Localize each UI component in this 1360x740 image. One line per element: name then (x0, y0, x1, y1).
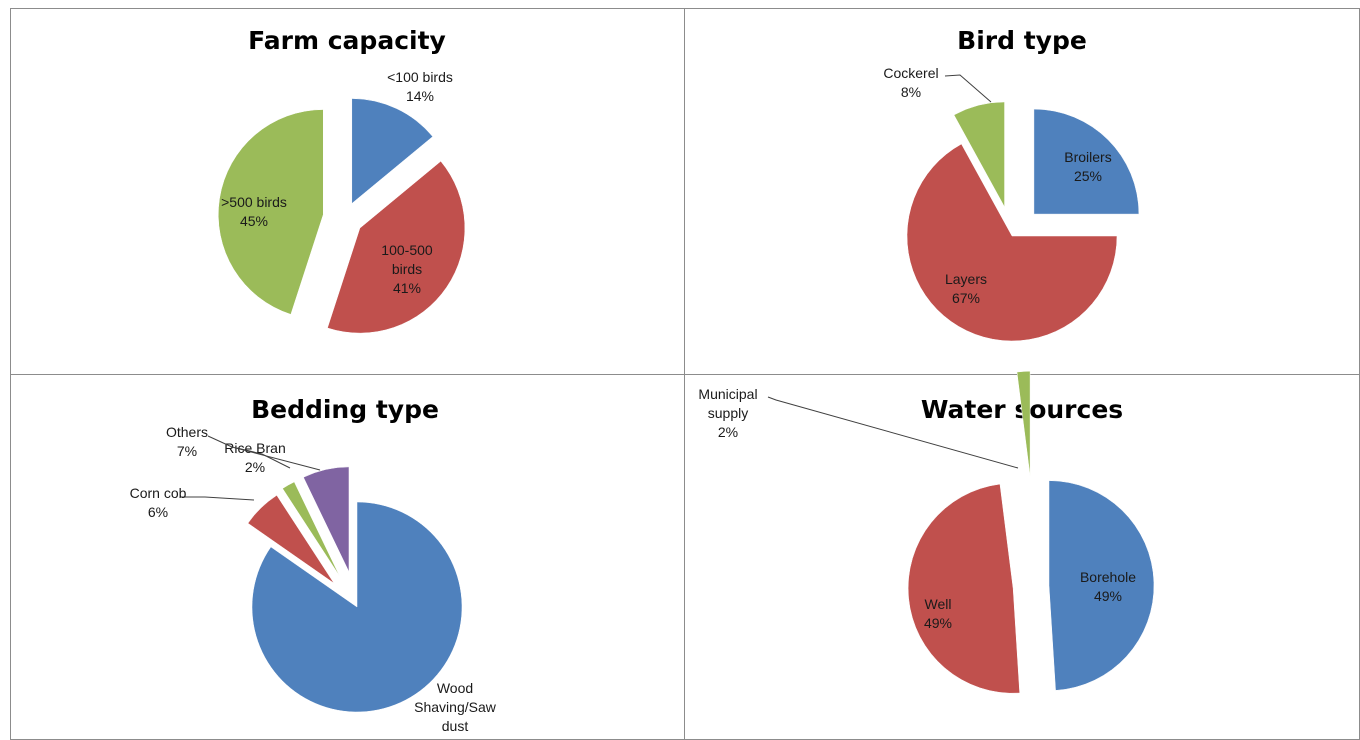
chart-title: Bird type (957, 26, 1087, 55)
slice-label-wood-shaving-saw-dust: Wood Shaving/Saw dust (414, 680, 497, 734)
pie-slice-well (907, 483, 1020, 694)
chart-panel-water-sources (684, 374, 1360, 740)
slice-label-well: Well 49% (924, 596, 952, 631)
pie-slice-wood-shaving-saw-dust (251, 501, 463, 713)
pie-slice-municipal-supply (1016, 370, 1031, 477)
pie-slice-borehole (1048, 480, 1155, 691)
pie-slice-rice-bran (282, 481, 341, 577)
leader-line (767, 396, 1019, 469)
slice-label-100-500-birds: 100-500 birds 41% (381, 242, 433, 296)
leader-line (207, 435, 321, 471)
pie-chart-bedding-type: Bedding type Wood Shaving/Saw dust Corn cob 6… (130, 395, 497, 734)
slice-label-cockerel: Cockerel 8% (883, 65, 938, 100)
pie-slice-cockerel (953, 101, 1005, 208)
pie-slice-others (303, 466, 350, 573)
pie-slice-layers (906, 143, 1118, 342)
pie-slice-500-birds (218, 109, 324, 315)
pie-chart-bird-type: Bird type Broilers 25% Layers 67% Cockerel 8% (883, 26, 1140, 342)
slice-label-corn-cob: Corn cob 6% (130, 485, 187, 520)
pie-slice-corn-cob (247, 494, 335, 584)
leader-line (944, 74, 992, 103)
slice-label-100-birds: <100 birds 14% (387, 69, 453, 104)
slice-label-borehole: Borehole 49% (1080, 569, 1136, 604)
pie-slice-100-500-birds (327, 160, 466, 334)
leader-line (182, 496, 255, 501)
slice-label-others: Others 7% (166, 424, 208, 459)
slice-label-500-birds: >500 birds 45% (221, 194, 287, 229)
pie-slice-broilers (1033, 108, 1140, 215)
slice-label-broilers: Broilers 25% (1064, 149, 1111, 184)
chart-title: Bedding type (251, 395, 439, 424)
slice-label-layers: Layers 67% (945, 271, 987, 306)
pie-slice-100-birds (351, 98, 434, 205)
slice-label-municipal-supply: Municipal supply 2% (698, 386, 757, 440)
pie-chart-farm-capacity: Farm capacity <100 birds 14% 100-500 birds 41… (218, 26, 466, 334)
slice-label-rice-bran: Rice Bran 2% (224, 440, 285, 475)
chart-title: Farm capacity (248, 26, 446, 55)
